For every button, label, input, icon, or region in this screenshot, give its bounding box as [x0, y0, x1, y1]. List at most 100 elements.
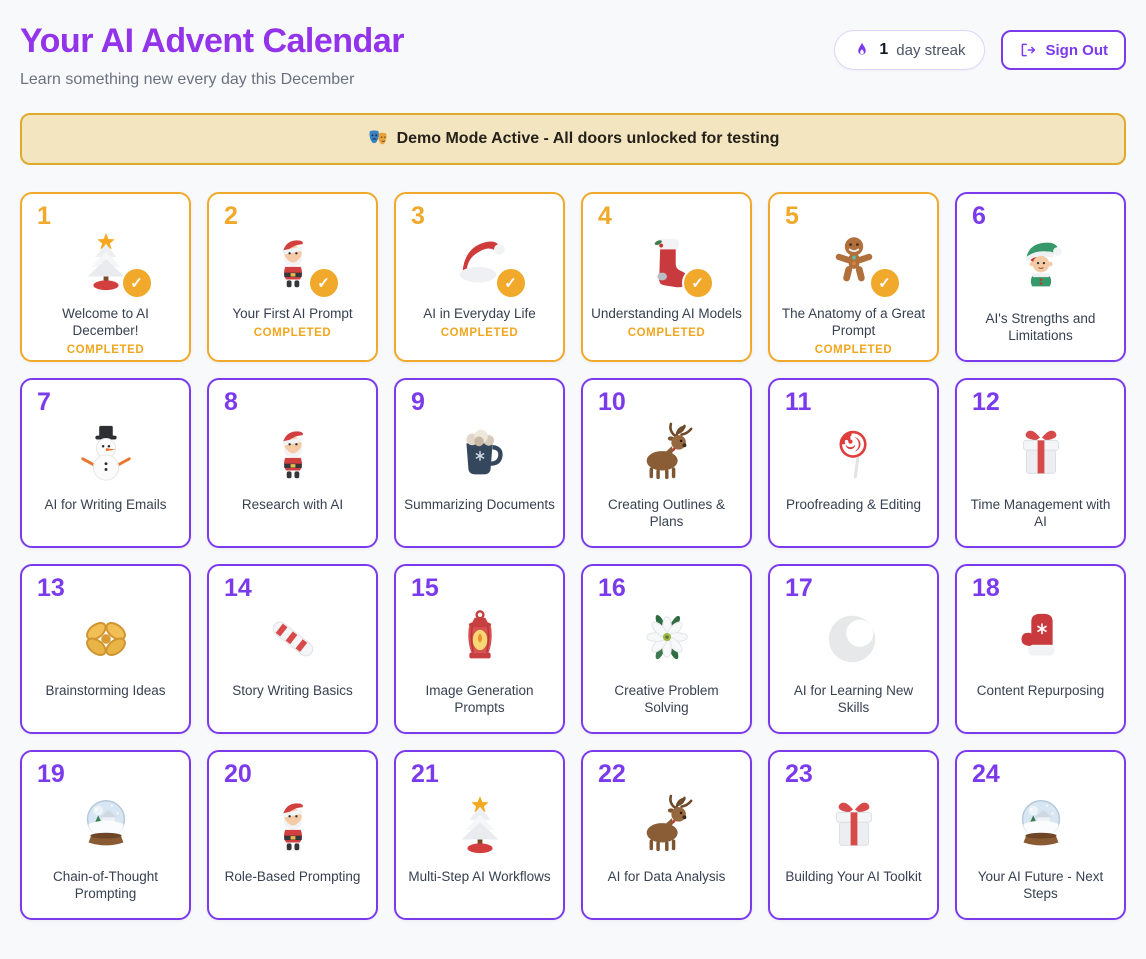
streak-badge: 1 day streak — [834, 30, 985, 70]
day-icon: ✓ — [823, 231, 901, 299]
day-card[interactable]: 11 Proofreading & Editing — [768, 378, 939, 548]
sign-out-label: Sign Out — [1045, 41, 1109, 59]
day-number: 1 — [37, 202, 51, 230]
day-title: Creating Outlines & Plans — [607, 497, 726, 529]
day-title: Your First AI Prompt — [232, 306, 353, 321]
day-icon-image — [1010, 794, 1072, 856]
day-icon — [823, 608, 885, 670]
header-titles: Your AI Advent Calendar Learn something … — [20, 14, 404, 89]
day-title: Research with AI — [241, 497, 344, 512]
day-icon — [75, 794, 137, 856]
day-icon — [262, 794, 324, 856]
day-card[interactable]: 15 Image Generation Prompts — [394, 564, 565, 734]
day-number: 17 — [785, 574, 813, 602]
page-subtitle: Learn something new every day this Decem… — [20, 71, 355, 88]
day-card[interactable]: 1 ✓ Welcome to AI December! COMPLETED — [20, 192, 191, 362]
day-card[interactable]: 23 Building Your AI Toolkit — [768, 750, 939, 920]
day-icon-image — [75, 608, 137, 670]
day-title: The Anatomy of a Great Prompt — [781, 306, 926, 338]
day-card[interactable]: 18 Content Repurposing — [955, 564, 1126, 734]
day-card[interactable]: 10 Creating Outlines & Plans — [581, 378, 752, 548]
day-card[interactable]: 7 AI for Writing Emails — [20, 378, 191, 548]
day-icon — [75, 608, 137, 670]
day-title: Content Repurposing — [976, 683, 1105, 698]
day-title: Story Writing Basics — [232, 683, 353, 698]
day-card[interactable]: 6 AI's Strengths and Limitations — [955, 192, 1126, 362]
day-card[interactable]: 20 Role-Based Prompting — [207, 750, 378, 920]
header-actions: 1 day streak Sign Out — [834, 30, 1126, 70]
day-card[interactable]: 4 ✓ Understanding AI Models COMPLETED — [581, 192, 752, 362]
day-title: Role-Based Prompting — [224, 869, 361, 884]
check-icon: ✓ — [494, 267, 527, 299]
sign-out-button[interactable]: Sign Out — [1000, 30, 1126, 70]
day-card[interactable]: 5 ✓ The Anatomy of a Great Prompt COMPLE… — [768, 192, 939, 362]
day-title: Your AI Future - Next Steps — [977, 869, 1104, 901]
day-card[interactable]: 21 Multi-Step AI Workflows — [394, 750, 565, 920]
day-icon — [636, 794, 698, 856]
check-icon: ✓ — [868, 267, 901, 299]
logout-icon — [1019, 41, 1037, 59]
day-card[interactable]: 3 ✓ AI in Everyday Life COMPLETED — [394, 192, 565, 362]
banner-text: Demo Mode Active - All doors unlocked fo… — [396, 130, 780, 147]
day-icon-image — [262, 422, 324, 484]
day-number: 6 — [972, 202, 986, 230]
day-icon — [636, 422, 698, 484]
day-icon: ✓ — [75, 231, 153, 299]
day-status-completed: COMPLETED — [66, 343, 145, 356]
streak-label: day streak — [896, 41, 966, 59]
day-number: 21 — [411, 760, 439, 788]
day-card[interactable]: 13 Brainstorming Ideas — [20, 564, 191, 734]
day-card[interactable]: 9 Summarizing Documents — [394, 378, 565, 548]
day-number: 22 — [598, 760, 626, 788]
day-card[interactable]: 17 AI for Learning New Skills — [768, 564, 939, 734]
day-icon-image — [823, 608, 885, 670]
day-icon — [449, 794, 511, 856]
day-card[interactable]: 19 Chain-of-Thought Prompting — [20, 750, 191, 920]
day-icon: ✓ — [262, 231, 340, 299]
day-number: 15 — [411, 574, 439, 602]
day-card[interactable]: 24 Your AI Future - Next Steps — [955, 750, 1126, 920]
day-icon — [1010, 236, 1072, 298]
flame-icon — [853, 41, 871, 59]
day-title: Image Generation Prompts — [425, 683, 534, 715]
day-icon-image — [262, 608, 324, 670]
day-title: AI for Writing Emails — [44, 497, 167, 512]
day-card[interactable]: 16 Creative Problem Solving — [581, 564, 752, 734]
day-icon-image — [636, 422, 698, 484]
day-icon — [823, 422, 885, 484]
day-title: Proofreading & Editing — [785, 497, 922, 512]
day-icon — [262, 608, 324, 670]
day-title: AI's Strengths and Limitations — [985, 311, 1096, 343]
day-icon-image — [449, 794, 511, 856]
day-icon — [1010, 794, 1072, 856]
day-number: 24 — [972, 760, 1000, 788]
day-icon-image — [636, 608, 698, 670]
day-number: 20 — [224, 760, 252, 788]
day-card[interactable]: 12 Time Management with AI — [955, 378, 1126, 548]
check-icon: ✓ — [120, 267, 153, 299]
day-title: Creative Problem Solving — [614, 683, 719, 715]
header: Your AI Advent Calendar Learn something … — [20, 14, 1126, 89]
day-icon-image — [75, 422, 137, 484]
streak-count: 1 — [879, 41, 889, 58]
day-icon: ✓ — [449, 231, 527, 299]
day-icon-image — [823, 422, 885, 484]
day-card[interactable]: 2 ✓ Your First AI Prompt COMPLETED — [207, 192, 378, 362]
day-card[interactable]: 14 Story Writing Basics — [207, 564, 378, 734]
day-title: AI for Data Analysis — [607, 869, 726, 884]
day-status-completed: COMPLETED — [253, 326, 332, 339]
day-title: Chain-of-Thought Prompting — [52, 869, 159, 901]
day-title: Time Management with AI — [970, 497, 1111, 529]
day-title: Brainstorming Ideas — [45, 683, 166, 698]
day-card[interactable]: 22 AI for Data Analysis — [581, 750, 752, 920]
day-title: Understanding AI Models — [591, 306, 742, 321]
day-card[interactable]: 8 Research with AI — [207, 378, 378, 548]
day-icon — [449, 608, 511, 670]
day-icon — [1010, 422, 1072, 484]
day-title: Summarizing Documents — [404, 497, 555, 512]
calendar-grid: 1 ✓ Welcome to AI December! COMPLETED 2 … — [20, 192, 1126, 920]
day-number: 23 — [785, 760, 813, 788]
day-status-completed: COMPLETED — [440, 326, 519, 339]
day-title: AI for Learning New Skills — [793, 683, 914, 715]
